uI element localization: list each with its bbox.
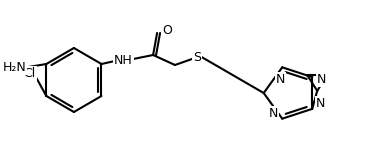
Text: Cl: Cl [23, 67, 36, 80]
Text: N: N [316, 97, 326, 110]
Text: O: O [162, 24, 172, 37]
Text: N: N [276, 73, 285, 86]
Text: S: S [193, 50, 201, 63]
Text: N: N [317, 73, 327, 86]
Text: H₂N: H₂N [3, 60, 27, 73]
Text: N: N [269, 107, 278, 120]
Text: NH: NH [114, 54, 133, 67]
